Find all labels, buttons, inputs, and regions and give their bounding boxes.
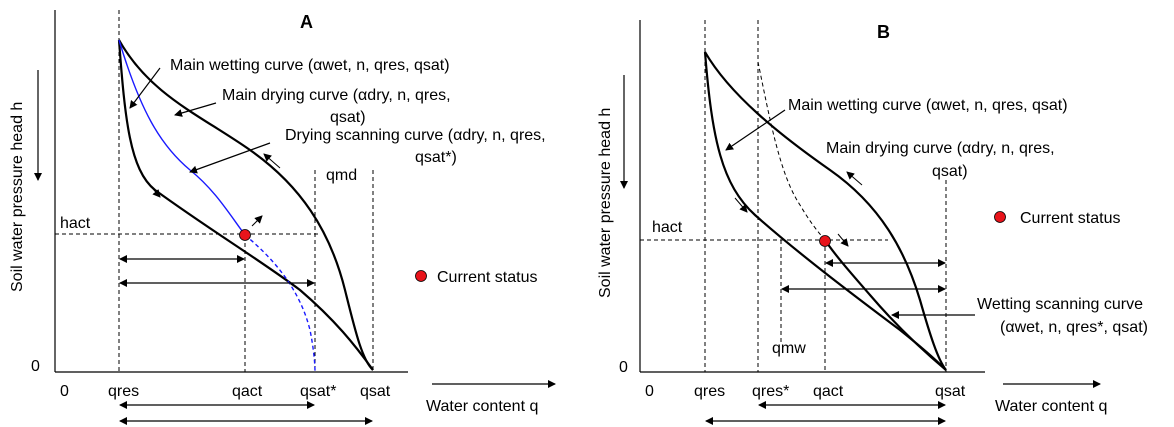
label-drying-scanning-2: qsat*)	[415, 149, 457, 166]
label-drying-scanning-1: Drying scanning curve (αdry, n, qres,	[285, 127, 546, 144]
tick-qsat: qsat	[360, 383, 391, 400]
label-main-drying-2: qsat)	[932, 163, 968, 180]
drying-scanning-curve-extension	[244, 234, 316, 373]
label-main-wetting: Main wetting curve (αwet, n, qres, qsat)	[788, 97, 1068, 114]
panel-a: A Soil water pressure head h 0 0 hact Wa…	[9, 10, 556, 425]
pointer-main-drying	[174, 102, 217, 117]
label-main-drying-2: qsat)	[330, 109, 366, 126]
y-axis-label: Soil water pressure head h	[597, 108, 614, 298]
label-main-drying-1: Main drying curve (αdry, n, qres,	[826, 140, 1055, 157]
label-q-mw: qmw	[772, 340, 806, 357]
drying-direction-arrow	[846, 171, 863, 186]
main-drying-curve	[704, 51, 947, 371]
zero-y: 0	[31, 358, 40, 375]
zero-y: 0	[619, 359, 628, 376]
tick-qsat: qsat	[935, 383, 966, 400]
tick-qres-star: qres*	[752, 383, 789, 400]
tick-qact: qact	[232, 383, 263, 400]
panel-b-title: B	[877, 22, 890, 42]
tick-qres: qres	[108, 383, 139, 400]
label-current-status: Current status	[1020, 210, 1120, 227]
label-wetting-scanning-2: (αwet, n, qres*, qsat)	[1000, 319, 1148, 336]
wetting-direction-arrow	[734, 197, 748, 213]
drying-scanning-curve	[118, 39, 246, 236]
current-status-legend-dot	[415, 270, 427, 282]
current-status-legend-dot	[994, 211, 1006, 223]
tick-qsat-star: qsat*	[300, 383, 336, 400]
panel-a-title: A	[300, 12, 313, 32]
pointer-main-wetting	[725, 109, 786, 151]
tick-qres: qres	[694, 383, 725, 400]
scanning-direction-arrow	[837, 233, 849, 247]
label-q-md: qmd	[326, 167, 357, 184]
wetting-direction-arrow	[147, 182, 161, 198]
main-wetting-curve	[117, 39, 374, 371]
current-status-point	[819, 235, 831, 247]
x-axis-label: Water content q	[426, 398, 538, 415]
label-main-drying-1: Main drying curve (αdry, n, qres,	[222, 87, 451, 104]
wetting-scanning-curve	[824, 239, 947, 371]
drying-direction-arrow	[263, 153, 281, 169]
h-act-label: hact	[652, 219, 683, 236]
tick-qact: qact	[813, 383, 844, 400]
y-axis-label: Soil water pressure head h	[9, 102, 26, 292]
h-act-label: hact	[60, 215, 91, 232]
x-axis-label: Water content q	[995, 398, 1107, 415]
panel-b: B Soil water pressure head h 0 0 hact Wa…	[597, 20, 1148, 425]
pointer-main-wetting	[129, 67, 161, 109]
current-status-point	[239, 229, 251, 241]
label-main-wetting: Main wetting curve (αwet, n, qres, qsat)	[170, 57, 450, 74]
zero-x: 0	[645, 383, 654, 400]
zero-x: 0	[60, 383, 69, 400]
main-drying-curve	[118, 39, 374, 371]
label-wetting-scanning-1: Wetting scanning curve	[977, 296, 1143, 313]
scanning-direction-arrow	[251, 215, 263, 227]
label-current-status: Current status	[437, 269, 537, 286]
pointer-drying-scanning	[189, 142, 271, 174]
drying-scanning-dashed-curve	[757, 61, 826, 241]
